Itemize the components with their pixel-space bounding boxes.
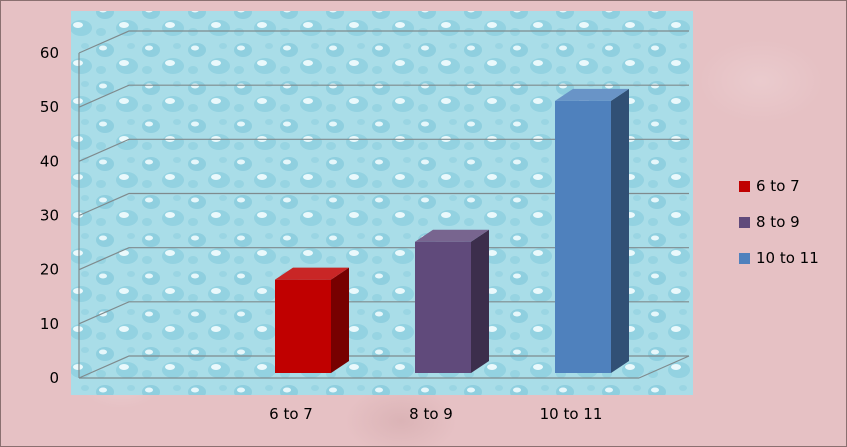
legend-label: 6 to 7: [756, 177, 800, 195]
legend-item: 8 to 9: [739, 213, 800, 231]
gridline: [78, 192, 689, 217]
legend-label: 10 to 11: [756, 249, 819, 267]
legend-item: 10 to 11: [739, 249, 819, 267]
gridline: [78, 84, 689, 108]
y-tick-label: 60: [40, 44, 59, 62]
legend-swatch: [739, 253, 750, 264]
gridline: [78, 30, 689, 54]
legend-swatch: [739, 181, 750, 192]
x-tick-label: 8 to 9: [409, 405, 453, 423]
gridline: [78, 247, 689, 271]
legend-item: 6 to 7: [739, 177, 800, 195]
floor-edge: [638, 355, 690, 379]
legend-label: 8 to 9: [756, 213, 800, 231]
bar: [275, 267, 349, 373]
gridline: [78, 301, 689, 325]
gridline: [78, 355, 689, 379]
x-tick-label: 10 to 11: [540, 405, 603, 423]
y-tick-label: 40: [40, 152, 59, 170]
y-tick-label: 30: [40, 207, 59, 225]
y-tick-label: 50: [40, 98, 59, 116]
y-tick-label: 10: [40, 315, 59, 333]
gridline: [78, 138, 689, 162]
y-tick-label: 20: [40, 261, 59, 279]
bar: [555, 88, 629, 374]
y-tick-label: 0: [49, 369, 59, 387]
x-tick-label: 6 to 7: [269, 405, 313, 423]
legend-swatch: [739, 217, 750, 228]
bar: [415, 229, 489, 373]
